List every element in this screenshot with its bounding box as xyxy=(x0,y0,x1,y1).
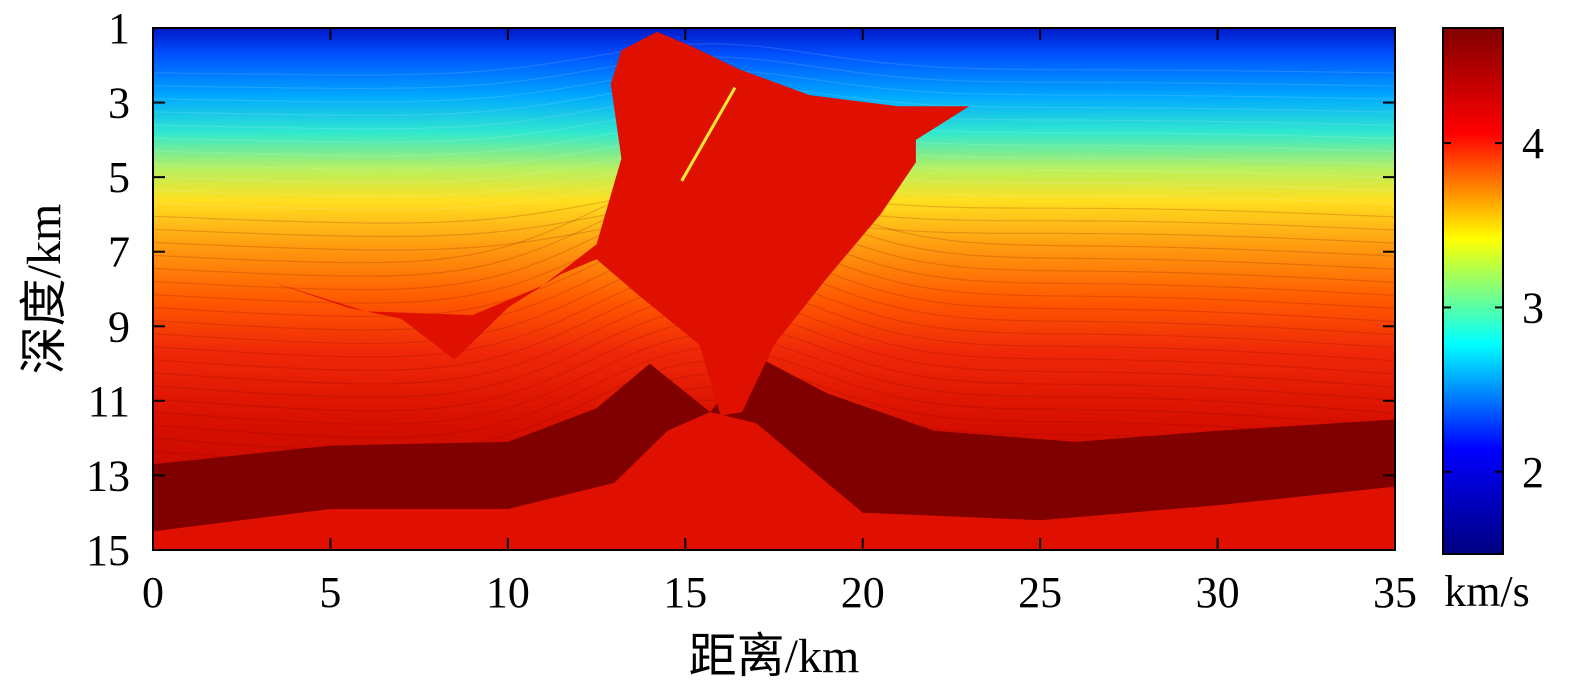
x-tick-label: 0 xyxy=(142,568,164,617)
x-tick-label: 35 xyxy=(1373,568,1417,617)
x-tick-label: 30 xyxy=(1196,568,1240,617)
x-tick-label: 15 xyxy=(663,568,707,617)
y-axis-label: 深度/km xyxy=(18,204,71,375)
x-tick-label: 20 xyxy=(841,568,885,617)
x-axis-label: 距离/km xyxy=(689,630,860,683)
colorbar-ticks: 2 3 4 xyxy=(1443,119,1544,497)
y-tick-label: 11 xyxy=(88,377,130,426)
x-axis-ticks: 0 5 10 15 20 25 30 35 xyxy=(142,28,1417,617)
colorbar: 2 3 4 km/s xyxy=(1442,27,1544,616)
low-velocity-dike xyxy=(680,86,737,182)
salt-body xyxy=(270,31,970,416)
y-tick-label: 13 xyxy=(86,451,130,500)
basement-body xyxy=(153,412,1395,550)
colorbar-gradient xyxy=(1442,27,1504,555)
plot-area xyxy=(153,28,1395,550)
colorbar-tick-label: 3 xyxy=(1522,283,1544,332)
x-tick-label: 10 xyxy=(486,568,530,617)
y-tick-label: 7 xyxy=(108,228,130,277)
y-tick-label: 9 xyxy=(108,302,130,351)
y-tick-label: 3 xyxy=(108,79,130,128)
colorbar-tick-label: 2 xyxy=(1522,448,1544,497)
colorbar-tick-label: 4 xyxy=(1522,119,1544,168)
plot-frame xyxy=(152,27,1396,551)
y-tick-label: 1 xyxy=(108,4,130,53)
y-tick-label: 15 xyxy=(86,526,130,575)
x-tick-label: 5 xyxy=(319,568,341,617)
y-tick-label: 5 xyxy=(108,153,130,202)
colorbar-unit-label: km/s xyxy=(1444,567,1530,616)
x-tick-label: 25 xyxy=(1018,568,1062,617)
